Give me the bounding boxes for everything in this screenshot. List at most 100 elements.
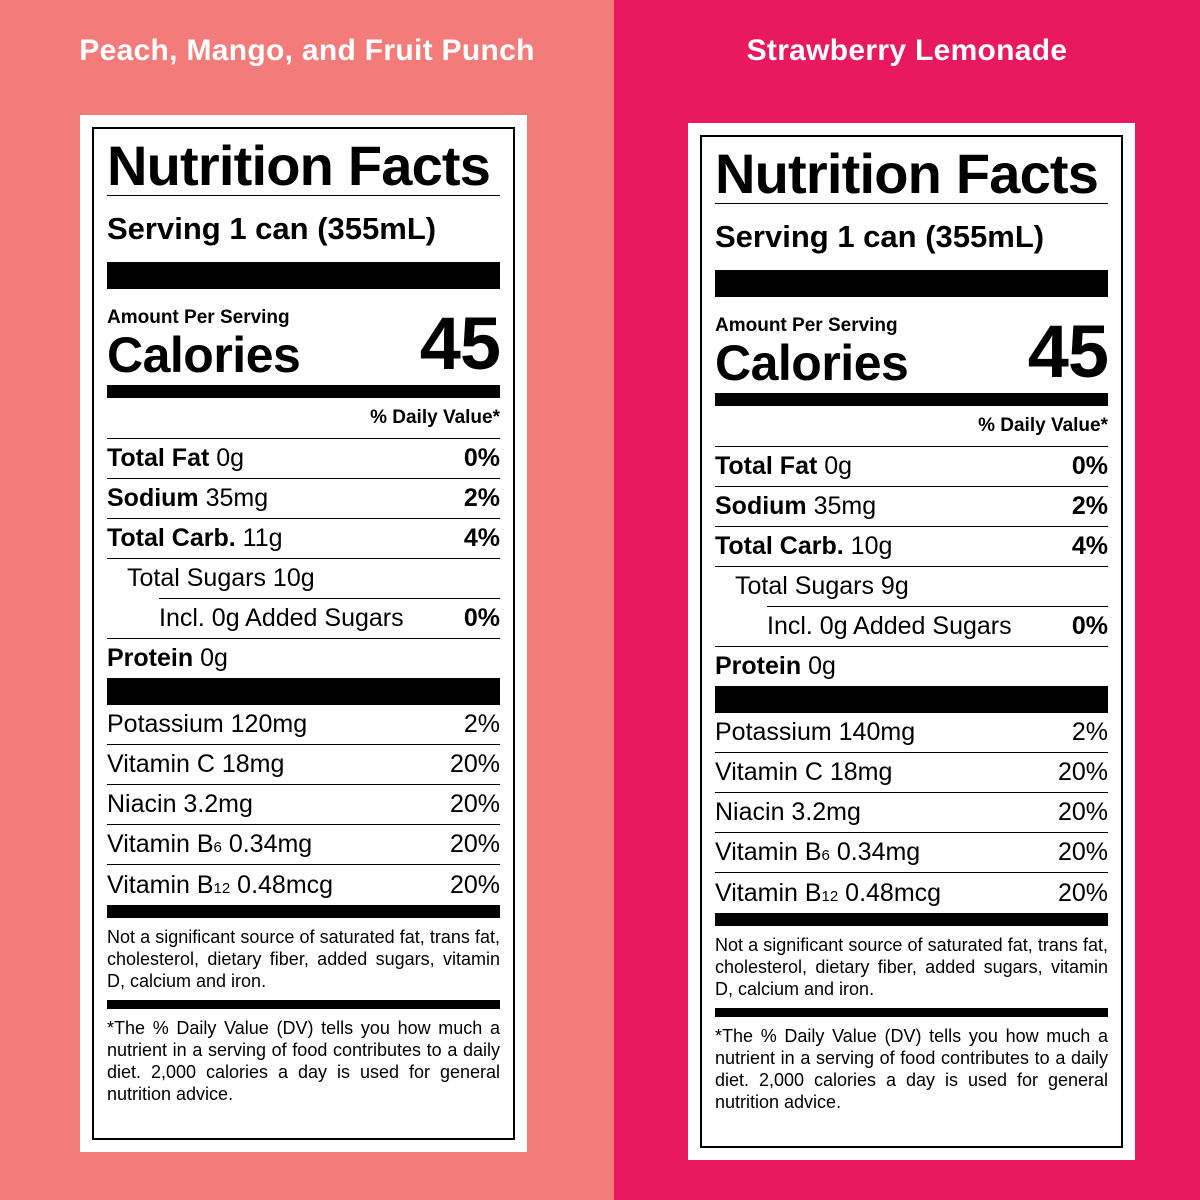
vitamin-row-b12: Vitamin B12 0.48mcg 20% xyxy=(715,873,1108,913)
vitamin-name: Potassium 140mg xyxy=(715,718,916,746)
nutrient-name: Incl. 0g Added Sugars xyxy=(159,604,404,632)
nutrient-amount: 0g xyxy=(808,652,836,680)
nutrient-amount: 0g xyxy=(824,452,853,480)
vitamin-name: Vitamin B6 0.34mg xyxy=(107,830,313,858)
vitamin-dv: 20% xyxy=(1057,758,1108,786)
vitamin-name: Vitamin C 18mg xyxy=(107,750,285,778)
nutrient-row-total-fat: Total Fat 0g 0% xyxy=(107,438,500,478)
nutrition-label: Nutrition Facts Serving 1 can (355mL) Am… xyxy=(92,127,515,1140)
vitamin-row-vitamin-c: Vitamin C 18mg 20% xyxy=(107,745,500,785)
nutrient-row-total-fat: Total Fat 0g 0% xyxy=(715,446,1108,486)
serving-size: Serving 1 can (355mL) xyxy=(107,211,437,246)
vitamin-row-niacin: Niacin 3.2mg 20% xyxy=(715,793,1108,833)
amount-per-serving: Amount Per Serving xyxy=(715,315,898,336)
flavor-title: Peach, Mango, and Fruit Punch xyxy=(79,34,535,67)
vitamin-name: Vitamin B6 0.34mg xyxy=(715,838,921,866)
divider-med xyxy=(107,1000,500,1009)
vitamin-dv: 20% xyxy=(1057,838,1108,866)
divider-thick xyxy=(107,678,500,705)
vitamin-dv: 20% xyxy=(449,790,500,818)
amount-per-serving: Amount Per Serving xyxy=(107,307,290,328)
nutrient-name: Sodium xyxy=(107,484,199,512)
nutrient-row-total-sugars: Total Sugars 9g xyxy=(715,566,1108,606)
nutrition-label: Nutrition Facts Serving 1 can (355mL) Am… xyxy=(700,135,1123,1148)
daily-value-header: % Daily Value* xyxy=(370,407,500,428)
vitamin-name: Vitamin B12 0.48mcg xyxy=(715,878,942,907)
nutrient-name: Total Fat xyxy=(715,452,818,480)
vitamin-subscript: 6 xyxy=(821,847,830,864)
nutrient-name: Total Sugars 10g xyxy=(127,564,315,592)
nutrient-name: Incl. 0g Added Sugars xyxy=(767,612,1012,640)
vitamin-name: Niacin 3.2mg xyxy=(107,790,253,818)
calories-value: 45 xyxy=(1027,310,1109,393)
not-significant-note: Not a significant source of saturated fa… xyxy=(715,935,1108,999)
daily-value-header: % Daily Value* xyxy=(978,415,1108,436)
nutrient-row-sodium: Sodium 35mg 2% xyxy=(107,478,500,518)
vitamin-row-vitamin-c: Vitamin C 18mg 20% xyxy=(715,753,1108,793)
vitamin-row-potassium: Potassium 140mg 2% xyxy=(715,713,1108,753)
divider-mid xyxy=(715,913,1108,926)
nutrient-amount: 0g xyxy=(200,644,228,672)
nutrient-amount: 35mg xyxy=(205,484,269,512)
serving-size: Serving 1 can (355mL) xyxy=(715,219,1045,254)
nutrient-amount: 10g xyxy=(850,532,893,560)
vitamin-dv: 20% xyxy=(449,750,500,778)
vitamin-dv: 2% xyxy=(463,710,500,738)
nutrition-facts-title: Nutrition Facts xyxy=(107,138,500,196)
nutrient-dv: 0% xyxy=(463,444,500,472)
nutrient-row-protein: Protein 0g xyxy=(715,646,1108,686)
divider-thick xyxy=(715,270,1108,297)
divider-thick xyxy=(715,686,1108,713)
nutrition-card: Nutrition Facts Serving 1 can (355mL) Am… xyxy=(688,123,1135,1160)
vitamin-dv: 20% xyxy=(1057,798,1108,826)
daily-value-footnote: *The % Daily Value (DV) tells you how mu… xyxy=(107,1018,500,1104)
vitamin-name: Niacin 3.2mg xyxy=(715,798,861,826)
nutrient-name: Total Carb. xyxy=(107,524,236,552)
nutrient-dv: 0% xyxy=(1071,612,1108,640)
vitamin-row-b6: Vitamin B6 0.34mg 20% xyxy=(715,833,1108,873)
nutrient-amount: 35mg xyxy=(813,492,877,520)
nutrient-name: Protein xyxy=(715,652,802,680)
nutrient-row-total-carb: Total Carb. 10g 4% xyxy=(715,526,1108,566)
calories-block: Amount Per Serving Calories 45 xyxy=(107,289,501,385)
divider-med xyxy=(715,1008,1108,1017)
vitamin-name: Vitamin B12 0.48mcg xyxy=(107,870,334,899)
nutrient-amount: 11g xyxy=(242,524,283,552)
nutrient-name: Protein xyxy=(107,644,194,672)
vitamin-subscript: 12 xyxy=(213,879,231,897)
calories-label: Calories xyxy=(107,327,301,383)
nutrient-name: Sodium xyxy=(715,492,807,520)
vitamin-row-b6: Vitamin B6 0.34mg 20% xyxy=(107,825,500,865)
nutrient-dv: 4% xyxy=(1071,532,1108,560)
vitamin-dv: 20% xyxy=(449,870,500,899)
vitamin-dv: 20% xyxy=(449,830,500,858)
vitamin-subscript: 12 xyxy=(821,887,839,905)
calories-block: Amount Per Serving Calories 45 xyxy=(715,297,1109,393)
nutrient-dv: 2% xyxy=(1071,492,1108,520)
nutrient-dv: 2% xyxy=(463,484,500,512)
divider-mid xyxy=(107,385,500,398)
nutrient-dv: 0% xyxy=(1071,452,1108,480)
nutrient-row-added-sugars: Incl. 0g Added Sugars 0% xyxy=(159,598,500,638)
nutrient-name: Total Carb. xyxy=(715,532,844,560)
nutrient-dv: 0% xyxy=(463,604,500,632)
nutrient-row-protein: Protein 0g xyxy=(107,638,500,678)
flavor-title: Strawberry Lemonade xyxy=(746,34,1068,67)
daily-value-footnote: *The % Daily Value (DV) tells you how mu… xyxy=(715,1026,1108,1112)
vitamin-row-potassium: Potassium 120mg 2% xyxy=(107,705,500,745)
divider-mid xyxy=(715,393,1108,406)
nutrient-row-sodium: Sodium 35mg 2% xyxy=(715,486,1108,526)
nutrient-name: Total Fat xyxy=(107,444,210,472)
nutrient-row-total-sugars: Total Sugars 10g xyxy=(107,558,500,598)
vitamin-row-b12: Vitamin B12 0.48mcg 20% xyxy=(107,865,500,905)
calories-value: 45 xyxy=(419,302,501,385)
nutrient-dv: 4% xyxy=(463,524,500,552)
vitamin-name: Potassium 120mg xyxy=(107,710,308,738)
vitamin-row-niacin: Niacin 3.2mg 20% xyxy=(107,785,500,825)
nutrient-name: Total Sugars 9g xyxy=(735,572,909,600)
panel-peach-mango: Peach, Mango, and Fruit Punch Nutrition … xyxy=(0,0,614,1200)
divider-thick xyxy=(107,262,500,289)
not-significant-note: Not a significant source of saturated fa… xyxy=(107,927,500,991)
nutrient-row-added-sugars: Incl. 0g Added Sugars 0% xyxy=(767,606,1108,646)
panel-strawberry-lemonade: Strawberry Lemonade Nutrition Facts Serv… xyxy=(614,0,1200,1200)
